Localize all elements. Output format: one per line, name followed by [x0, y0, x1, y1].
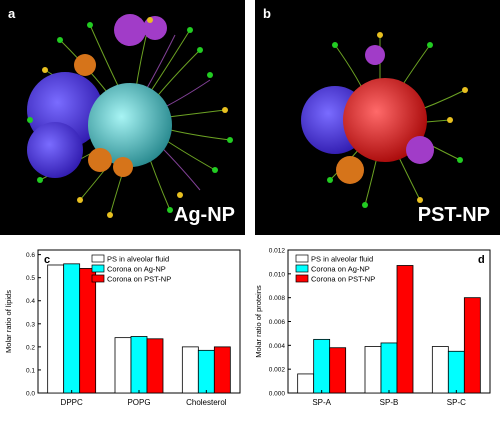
- lipid-ratio-chart: 0.0 0.1 0.2 0.3 0.4 0.5 0.6 Molar ratio of lipi…: [0, 238, 250, 425]
- x-tick-label: Cholesterol: [186, 398, 227, 407]
- panel-caption-a: Ag-NP: [173, 204, 235, 226]
- legend-label-2: Corona on Ag-NP: [107, 265, 166, 274]
- legend-swatch-3: [295, 274, 309, 283]
- y-tick-label: 0.002: [269, 367, 286, 374]
- protein-orange: [74, 54, 96, 76]
- bar-popg-series-2: [130, 336, 148, 394]
- bar-sp-c-series-1: [431, 346, 449, 394]
- y-tick-label: 0.3: [26, 321, 35, 328]
- y-axis-label: Molar ratio of proteins: [254, 285, 263, 358]
- legend-swatch-1: [295, 254, 309, 263]
- protein-purple-2: [365, 45, 385, 65]
- bar-dppc-series-2: [63, 263, 81, 394]
- protein-blue-2: [27, 122, 83, 178]
- y-tick-label: 0.000: [269, 391, 286, 398]
- y-tick-label: 0.5: [26, 275, 35, 282]
- legend-label-3: Corona on PST-NP: [311, 275, 375, 284]
- legend-swatch-1: [91, 254, 105, 263]
- bar-sp-c-series-3: [463, 297, 481, 394]
- x-tick-label: SP-B: [380, 398, 399, 407]
- bar-sp-b-series-3: [396, 265, 414, 394]
- bar-dppc-series-3: [79, 268, 97, 394]
- panel-letter-b: b: [263, 6, 271, 21]
- y-tick-label: 0.2: [26, 344, 35, 351]
- y-tick-label: 0.1: [26, 367, 35, 374]
- protein-ratio-chart: 0.000 0.002 0.004 0.006 0.008 0.010 0.012 Molar…: [250, 238, 500, 425]
- ag-np-render: [27, 14, 233, 218]
- legend-swatch-3: [91, 274, 105, 283]
- y-tick-label: 0.012: [269, 248, 286, 255]
- x-tick-label: POPG: [127, 398, 150, 407]
- bar-cholesterol-series-2: [197, 349, 215, 394]
- pst-np-render: [301, 32, 468, 208]
- legend-label-1: PS in alveolar fluid: [107, 255, 169, 264]
- bar-sp-b-series-2: [380, 342, 398, 394]
- y-tick-label: 0.006: [269, 319, 286, 326]
- panel-letter-a: a: [8, 6, 16, 21]
- pst-np-snapshot: b PST-NP: [255, 0, 500, 235]
- bar-dppc-series-1: [47, 264, 65, 394]
- protein-purple: [114, 14, 146, 46]
- bar-sp-c-series-2: [447, 350, 465, 394]
- bar-sp-a-series-1: [297, 373, 315, 394]
- bar-sp-a-series-3: [329, 347, 347, 394]
- x-tick-label: SP-C: [447, 398, 466, 407]
- lipid-heads: [27, 17, 233, 218]
- protein-orange-3: [113, 157, 133, 177]
- bar-sp-b-series-1: [364, 346, 382, 394]
- panel-letter-c: c: [44, 254, 50, 266]
- y-tick-label: 0.0: [26, 391, 35, 398]
- x-tick-label: SP-A: [312, 398, 331, 407]
- bar-sp-a-series-2: [313, 338, 331, 394]
- protein-ratio-svg: 0.000 0.002 0.004 0.006 0.008 0.010 0.012 Molar…: [254, 248, 491, 407]
- legend-label-2: Corona on Ag-NP: [311, 265, 370, 274]
- bar-popg-series-3: [146, 338, 164, 394]
- panel-caption-b: PST-NP: [417, 204, 490, 226]
- protein-purple-2: [143, 16, 167, 40]
- protein-orange: [336, 156, 364, 184]
- lipid-ratio-svg: 0.0 0.1 0.2 0.3 0.4 0.5 0.6 Molar ratio of lipi…: [4, 249, 241, 407]
- legend-swatch-2: [295, 264, 309, 273]
- y-tick-label: 0.004: [269, 343, 286, 350]
- legend-swatch-2: [91, 264, 105, 273]
- bar-popg-series-1: [114, 337, 132, 394]
- panel-letter-d: d: [478, 254, 485, 266]
- y-tick-label: 0.008: [269, 295, 286, 302]
- y-axis-label: Molar ratio of lipids: [4, 290, 13, 353]
- ag-np-snapshot: a Ag-NP: [0, 0, 245, 235]
- bar-cholesterol-series-3: [213, 346, 231, 394]
- pst-nanoparticle: [343, 78, 427, 162]
- x-tick-label: DPPC: [61, 398, 83, 407]
- y-tick-label: 0.010: [269, 271, 286, 278]
- legend-label-1: PS in alveolar fluid: [311, 255, 373, 264]
- y-tick-label: 0.4: [26, 298, 35, 305]
- protein-orange-2: [88, 148, 112, 172]
- protein-purple: [406, 136, 434, 164]
- legend-label-3: Corona on PST-NP: [107, 275, 171, 284]
- lipid-heads: [327, 32, 468, 208]
- bar-cholesterol-series-1: [181, 346, 199, 394]
- ag-nanoparticle: [88, 83, 172, 167]
- y-tick-label: 0.6: [26, 252, 35, 259]
